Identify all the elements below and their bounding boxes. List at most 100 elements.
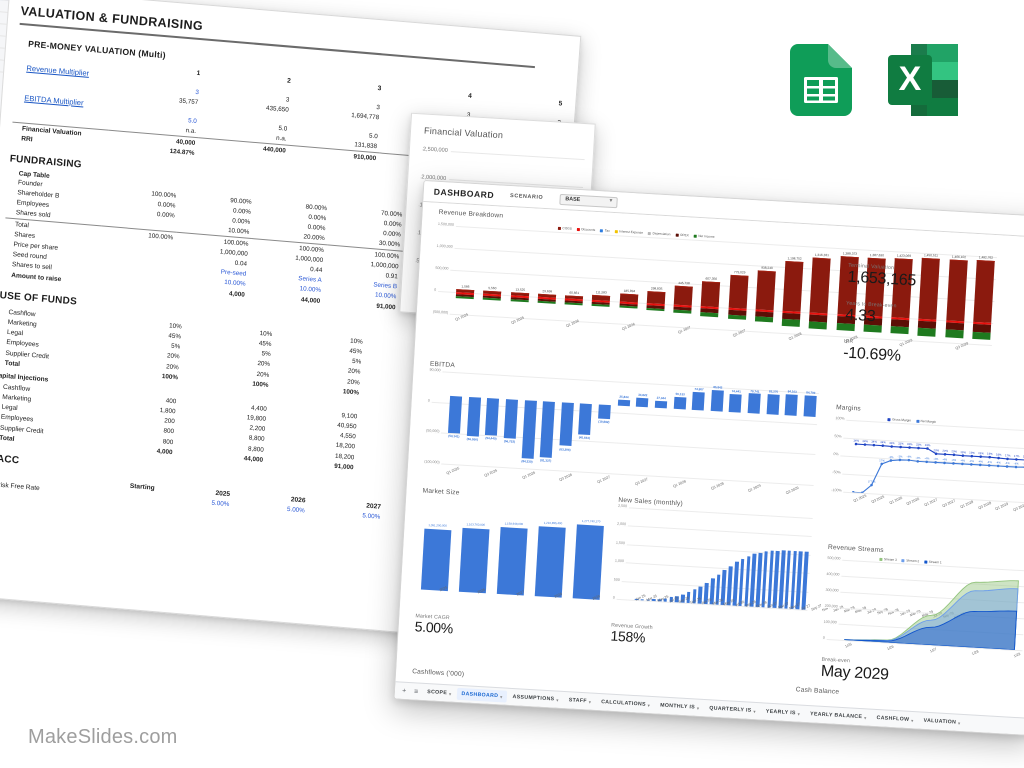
dashboard-window[interactable]: DASHBOARD SCENARIO BASE Revenue Breakdow… [393, 180, 1024, 736]
sheet-tab-label: YEARLY IS [765, 708, 796, 717]
sheet-tab-label: QUARTERLY IS [709, 705, 752, 714]
xaxis-tick-label: Q1 2028 [959, 499, 974, 510]
chevron-down-icon[interactable]: ▾ [588, 698, 592, 705]
bar: 779,029 [727, 271, 749, 320]
data-point [952, 462, 955, 465]
xaxis-tick-label: 2028 [553, 591, 563, 599]
row-header[interactable]: 6 [0, 34, 6, 49]
sheet-tab-quarterly-is[interactable]: QUARTERLY IS ▾ [705, 702, 760, 717]
bar-value-label: 1,566 [461, 284, 470, 289]
chevron-down-icon[interactable]: ▾ [500, 693, 503, 699]
sheet-tab-staff[interactable]: STAFF ▾ [564, 694, 595, 708]
chevron-down-icon[interactable]: ▾ [753, 708, 757, 714]
data-label: 17% [1023, 454, 1024, 458]
data-point [917, 446, 920, 450]
bar: (54,440) [483, 374, 500, 467]
watermark: MakeSlides.com [28, 726, 178, 748]
legend-label: Stream 3 [883, 557, 897, 562]
axis-tick-label: 500,000 [435, 265, 451, 271]
sheet-tab-assumptions[interactable]: ASSUMPTIONS ▾ [508, 691, 563, 706]
xaxis-tick-label: 1/28 [970, 649, 979, 656]
row-label: Cashflow [2, 383, 31, 393]
bar: 85,842 [707, 385, 724, 480]
bar-value-label: 1,482,762 [978, 255, 993, 260]
data-point [997, 456, 1000, 460]
google-sheets-icon[interactable] [790, 44, 852, 121]
xaxis-tick-label: 2029 [591, 594, 601, 602]
bar-value-label: 25,844 [619, 394, 629, 399]
legend-swatch [600, 228, 604, 232]
sheet-tab-scope[interactable]: SCOPE ▾ [423, 686, 456, 700]
bar-value-label: 1,387,630 [869, 253, 884, 258]
scenario-dropdown[interactable]: BASE [558, 193, 618, 208]
row-label: Risk Free Rate [0, 481, 40, 493]
sheet-tab-calculations[interactable]: CALCULATIONS ▾ [597, 696, 655, 711]
xaxis-tick-label [656, 330, 666, 352]
bar: (81,337) [539, 377, 556, 470]
panel-margins: Margins Gross Margin Net Margin 100% 50% 0%… [831, 404, 1024, 512]
data-label: 33% [889, 441, 895, 445]
sheet-tab-valuation[interactable]: VALUATION ▾ [919, 714, 965, 729]
sheet-tab-yearly-is[interactable]: YEARLY IS ▾ [762, 705, 805, 719]
sheet-tab-monthly-is[interactable]: MONTHLY IS ▾ [656, 699, 704, 714]
chevron-down-icon[interactable]: ▾ [647, 702, 651, 708]
bar-value-label: (81,337) [540, 458, 552, 463]
bar: 50,133 [669, 385, 686, 478]
axis-tick-label: 1,500,000 [437, 221, 457, 227]
bar-series: 1,051,200,000 1,103,760,000 1,158,948,000 1… [420, 498, 605, 600]
data-label: 18% [996, 452, 1002, 456]
data-point [1005, 465, 1009, 468]
bar-value-label: 938,240 [761, 265, 773, 270]
legend-swatch [614, 229, 618, 233]
chevron-down-icon[interactable]: ▾ [911, 717, 914, 723]
row-header[interactable]: 4 [0, 10, 8, 25]
data-label: -3% [898, 454, 904, 458]
chevron-down-icon[interactable]: ▾ [556, 697, 559, 703]
xaxis-tick-label: 2027 [515, 589, 525, 597]
sheet-tab-dashboard[interactable]: DASHBOARD ▾ [457, 687, 507, 703]
row-header[interactable]: 5 [0, 22, 7, 37]
chevron-down-icon[interactable]: ▾ [797, 710, 801, 717]
all-sheets-icon[interactable]: ≡ [413, 687, 419, 696]
microsoft-excel-icon[interactable]: X [888, 44, 958, 121]
data-point [890, 445, 894, 448]
bar-value-label: 1,466,102 [951, 254, 966, 259]
chevron-down-icon[interactable]: ▾ [448, 690, 452, 696]
bar-value-label: 84,163 [787, 389, 797, 395]
row-label: RRI [21, 135, 33, 144]
sheet-tab-yearly-balance[interactable]: YEARLY BALANCE ▾ [806, 708, 871, 724]
legend-label: Discounts [581, 227, 596, 232]
row-label: Total [0, 434, 15, 443]
data-label: -3% [1023, 462, 1024, 466]
bar-value-label: 82,270 [768, 389, 779, 394]
legend-label: Depreciation [652, 231, 671, 237]
legend-swatch [924, 559, 928, 564]
data-point [1015, 458, 1018, 461]
area-series [844, 580, 1019, 651]
data-label: 19% [987, 452, 993, 456]
bar-value-label: (45,643) [578, 435, 591, 441]
bar: 13,525 [510, 288, 529, 303]
row-label: Total [14, 220, 30, 229]
row-header[interactable]: 3 [0, 0, 9, 13]
panel-ebitda: EBITDA 90,000 0 (50,000) (100,000) (53,141)(… [424, 361, 819, 495]
sheet-tab-label: CASHFLOW [876, 714, 910, 723]
data-label: 33% [898, 441, 904, 445]
xaxis-tick-label: 2026 [477, 587, 487, 595]
bar-value-label: 1,158,948,000 [505, 521, 524, 526]
chevron-down-icon[interactable]: ▾ [958, 720, 961, 726]
legend-swatch [557, 226, 562, 230]
xaxis-tick-label: Q1 2026 [565, 318, 581, 329]
line-series: 34% 34% 34% 34% 33% 33% 33% 33% 33%20% 20% 20% 19% 1… [851, 438, 1024, 495]
chevron-down-icon[interactable]: ▾ [696, 705, 700, 711]
bar-value-label: 1,423,069 [896, 253, 912, 258]
add-sheet-icon[interactable]: + [401, 687, 407, 695]
data-label: -3% [889, 455, 895, 459]
xaxis-tick-label: 2025 [439, 585, 448, 593]
data-point [870, 483, 873, 487]
data-point [987, 464, 991, 467]
data-label: (77)% [868, 479, 876, 483]
axis-tick-label: 0 [612, 595, 617, 600]
sheet-tab-cashflow[interactable]: CASHFLOW ▾ [872, 712, 918, 727]
chevron-down-icon[interactable]: ▾ [864, 714, 867, 720]
